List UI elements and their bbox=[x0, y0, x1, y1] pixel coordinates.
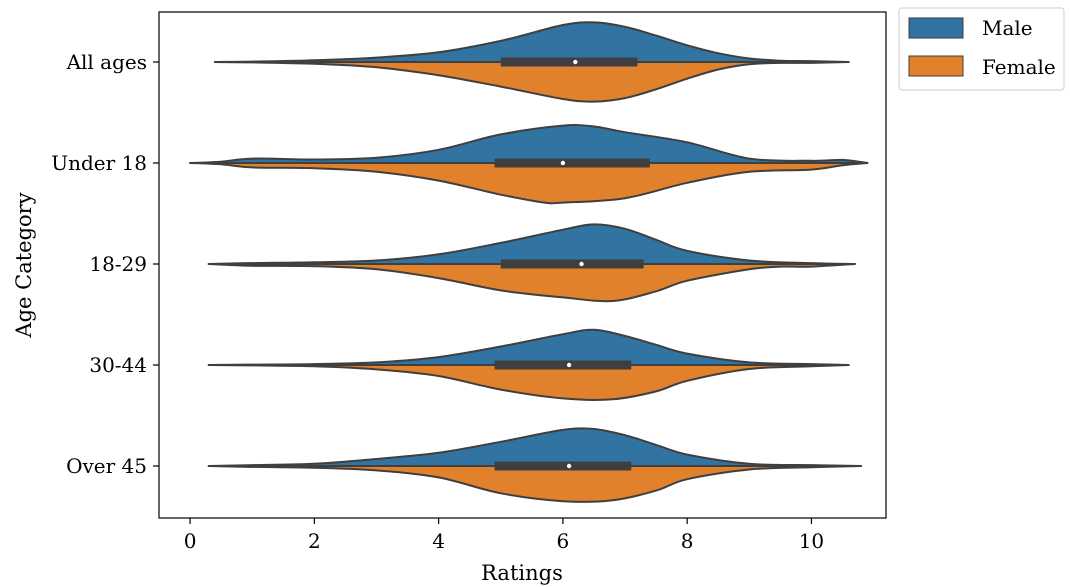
iqr-box bbox=[500, 259, 644, 269]
legend-swatch-male bbox=[908, 17, 964, 39]
violin-half-female bbox=[207, 465, 863, 503]
x-axis-label: Ratings bbox=[481, 561, 563, 585]
violin-all-ages bbox=[213, 21, 850, 103]
median-point bbox=[566, 362, 572, 368]
violin-half-male bbox=[213, 21, 850, 63]
y-axis-label: Age Category bbox=[12, 192, 36, 338]
violin-half-female bbox=[207, 263, 856, 303]
y-tick-label: Over 45 bbox=[66, 454, 147, 478]
x-tick-label: 8 bbox=[681, 529, 694, 553]
iqr-box bbox=[494, 158, 650, 168]
x-tick-label: 4 bbox=[432, 529, 445, 553]
violin-half-male bbox=[207, 328, 850, 366]
median-point bbox=[560, 160, 566, 166]
legend-label-male: Male bbox=[982, 16, 1033, 40]
y-tick-label: Under 18 bbox=[51, 151, 147, 175]
legend: Male Female bbox=[898, 7, 1065, 91]
violin-half-female bbox=[213, 61, 850, 103]
violin-half-female bbox=[207, 364, 850, 401]
y-tick-label: 30-44 bbox=[89, 353, 147, 377]
median-point bbox=[566, 463, 572, 469]
violins-layer bbox=[189, 21, 869, 503]
iqr-box bbox=[494, 461, 632, 471]
iqr-box bbox=[494, 360, 632, 370]
violin-half-male bbox=[207, 427, 863, 467]
y-axis: All ages Under 18 18-29 30-44 Over 45 bbox=[51, 50, 159, 478]
median-point bbox=[573, 59, 578, 65]
iqr-box bbox=[500, 57, 638, 67]
median-point bbox=[579, 261, 584, 267]
x-tick-label: 0 bbox=[184, 529, 197, 553]
x-axis: 0 2 4 6 8 10 bbox=[184, 518, 824, 553]
violin-half-male bbox=[207, 223, 856, 265]
x-tick-label: 6 bbox=[557, 529, 570, 553]
y-tick-label: All ages bbox=[66, 50, 147, 74]
plot-frame bbox=[158, 11, 887, 519]
legend-swatch-female bbox=[908, 55, 964, 77]
legend-label-female: Female bbox=[982, 55, 1056, 79]
violin-18-29 bbox=[207, 223, 856, 303]
x-tick-label: 10 bbox=[799, 529, 824, 553]
violin-half-male bbox=[189, 124, 869, 164]
violin-half-female bbox=[189, 162, 869, 205]
violin-over-45 bbox=[207, 427, 863, 503]
y-tick-label: 18-29 bbox=[89, 252, 147, 276]
violin-under-18 bbox=[189, 124, 869, 205]
x-tick-label: 2 bbox=[308, 529, 321, 553]
violin-30-44 bbox=[207, 328, 850, 401]
